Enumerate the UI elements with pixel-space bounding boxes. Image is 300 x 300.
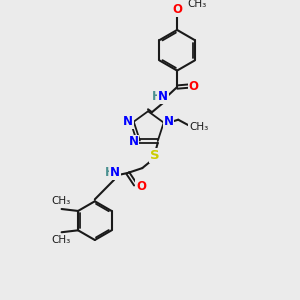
Text: O: O <box>136 180 146 193</box>
Text: H: H <box>104 167 114 179</box>
Text: O: O <box>172 3 182 16</box>
Text: CH₃: CH₃ <box>188 0 207 9</box>
Text: N: N <box>129 136 139 148</box>
Text: N: N <box>158 90 168 103</box>
Text: N: N <box>164 115 174 128</box>
Text: N: N <box>123 115 133 128</box>
Text: O: O <box>189 80 199 93</box>
Text: CH₃: CH₃ <box>51 235 70 245</box>
Text: CH₃: CH₃ <box>189 122 208 133</box>
Text: N: N <box>110 167 120 179</box>
Text: H: H <box>152 90 162 103</box>
Text: CH₃: CH₃ <box>51 196 70 206</box>
Text: S: S <box>150 149 160 162</box>
